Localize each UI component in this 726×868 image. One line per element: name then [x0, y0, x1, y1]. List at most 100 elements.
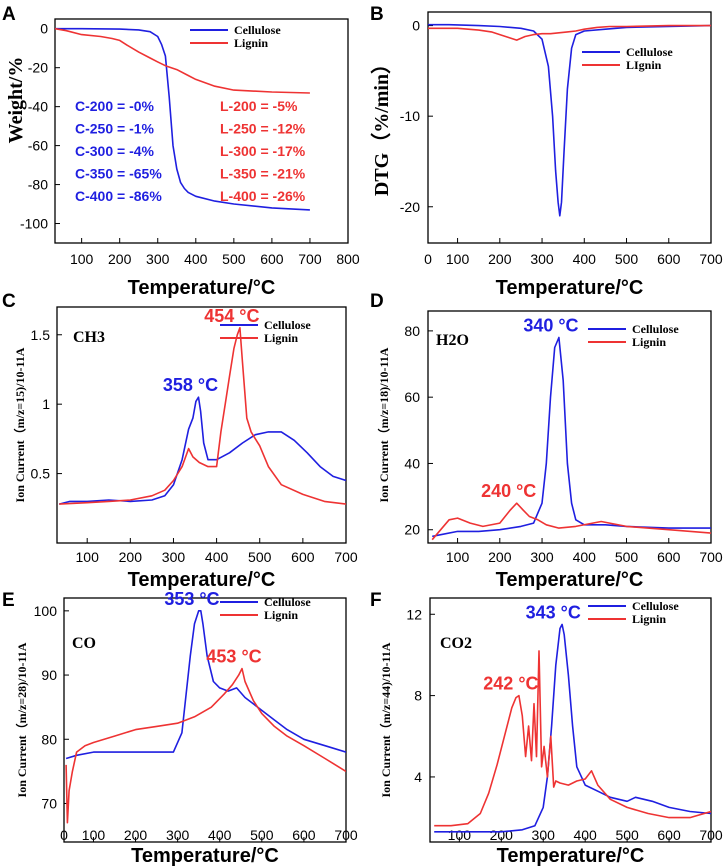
x-tick-label: 400	[573, 827, 597, 843]
x-tick-label: 200	[124, 827, 148, 843]
panel-b: B 0 100 200 300 400 500 600 700 0 -10 -20 Temperatur…	[370, 4, 723, 299]
panel-c: C 100 200 300 400 500 600 700 0.5 1 1.5 Temperature…	[2, 291, 358, 591]
x-tick-label: 500	[250, 827, 274, 843]
panel-a: A 100 200 300 400 500 600 700 800 0 -20 -40 -60 -80 -1…	[2, 4, 360, 299]
y-tick-label: -10	[400, 108, 420, 124]
x-tick-label: 500	[222, 251, 246, 267]
x-tick-label: 100	[76, 549, 100, 565]
y-tick-label: 12	[406, 606, 422, 622]
y-tick-label: 90	[41, 667, 57, 683]
series-line-lignin	[434, 650, 711, 827]
peak-annotation: 453 °C	[206, 647, 261, 667]
cellulose-mass-loss: C-250 = -1%	[75, 121, 155, 137]
cellulose-mass-loss: C-300 = -4%	[75, 143, 155, 159]
x-tick-label: 0	[424, 251, 432, 267]
series-line-lignin	[59, 326, 346, 505]
x-axis-label: Temperature/°C	[131, 845, 279, 867]
peak-annotation: 353 °C	[164, 589, 219, 609]
peak-annotation: 240 °C	[481, 481, 536, 501]
x-tick-label: 300	[146, 251, 170, 267]
y-tick-label: 20	[404, 522, 420, 538]
y-tick-label: 4	[414, 769, 422, 785]
x-tick-label: 500	[615, 827, 639, 843]
x-tick-label: 700	[298, 251, 322, 267]
x-tick-label: 200	[490, 827, 514, 843]
panel-letter: F	[370, 590, 382, 611]
x-tick-label: 700	[334, 827, 358, 843]
y-axis-label: Weight/%	[5, 57, 27, 144]
x-tick-label: 100	[448, 827, 472, 843]
cellulose-mass-loss: C-200 = -0%	[75, 98, 155, 114]
panel-letter: C	[2, 291, 16, 312]
x-tick-label: 700	[699, 251, 723, 267]
y-axis-label: Ion Current（m/z=28)/10-11A	[14, 642, 29, 797]
series-line-cellulose	[55, 27, 310, 211]
y-tick-label: -20	[28, 60, 48, 76]
x-tick-label: 300	[162, 549, 186, 565]
lignin-mass-loss: L-400 = -26%	[220, 188, 306, 204]
y-tick-label: -60	[28, 138, 48, 154]
y-tick-label: 1	[42, 396, 50, 412]
plot-frame	[56, 306, 347, 544]
y-tick-label: 80	[404, 323, 420, 339]
legend-entry: Cellulose	[264, 595, 311, 609]
legend-entry: Lignin	[234, 36, 268, 50]
y-axis-label: DTG（%/min）	[370, 54, 393, 196]
legend-entry: Cellulose	[234, 23, 281, 37]
x-tick-label: 200	[119, 549, 143, 565]
x-tick-label: 300	[530, 549, 554, 565]
x-tick-label: 100	[82, 827, 106, 843]
lignin-mass-loss: L-250 = -12%	[220, 121, 306, 137]
x-tick-label: 600	[291, 549, 315, 565]
x-tick-label: 600	[657, 549, 681, 565]
x-axis-label: Temperature/°C	[128, 569, 276, 591]
lignin-mass-loss: L-350 = -21%	[220, 166, 306, 182]
y-tick-label: 80	[41, 731, 57, 747]
y-tick-label: 0.5	[31, 466, 51, 482]
cellulose-mass-loss: C-350 = -65%	[75, 166, 162, 182]
peak-annotation: 343 °C	[526, 602, 581, 622]
peak-annotation: 340 °C	[523, 316, 578, 336]
series-line-lignin	[431, 502, 711, 541]
x-axis-label: Temperature/°C	[496, 569, 644, 591]
x-axis-label: Temperature/°C	[497, 845, 645, 867]
x-tick-label: 100	[446, 549, 470, 565]
x-tick-label: 600	[657, 251, 681, 267]
series-line-cellulose	[432, 336, 711, 538]
y-tick-label: 40	[404, 455, 420, 471]
x-tick-label: 400	[184, 251, 208, 267]
x-tick-label: 200	[488, 549, 512, 565]
legend-entry: Cellulose	[264, 318, 311, 332]
plot-frame	[429, 597, 712, 843]
x-tick-label: 700	[334, 549, 358, 565]
legend-entry: LIgnin	[626, 58, 662, 72]
panel-letter: D	[370, 291, 384, 312]
legend-entry: Cellulose	[632, 322, 679, 336]
x-tick-label: 600	[292, 827, 316, 843]
y-tick-label: -80	[28, 177, 48, 193]
plot-frame	[54, 18, 349, 244]
y-tick-label: -40	[28, 99, 48, 115]
y-tick-label: 1.5	[31, 327, 51, 343]
panel-d: D 100 200 300 400 500 600 700 20 40 60 80 Temperatur…	[370, 291, 723, 591]
panel-letter: A	[2, 4, 16, 25]
series-line-cellulose	[434, 623, 711, 833]
panel-letter: B	[370, 4, 384, 25]
panel-letter: E	[2, 590, 15, 611]
series-line-lignin	[428, 24, 711, 41]
legend-entry: Lignin	[264, 608, 298, 622]
x-tick-label: 300	[532, 827, 556, 843]
y-tick-label: 100	[34, 603, 58, 619]
y-axis-label: Ion Current（m/z=44)/10-11A	[378, 642, 393, 797]
x-tick-label: 400	[573, 549, 597, 565]
legend-entry: Lignin	[632, 335, 666, 349]
x-tick-label: 400	[208, 827, 232, 843]
peak-annotation: 454 °C	[204, 306, 259, 326]
plot-frame	[427, 310, 712, 544]
series-line-lignin	[65, 667, 346, 824]
series-line-cellulose	[428, 23, 711, 217]
x-tick-label: 300	[530, 251, 554, 267]
series-line-cellulose	[65, 609, 346, 760]
plot-frame	[427, 11, 712, 244]
